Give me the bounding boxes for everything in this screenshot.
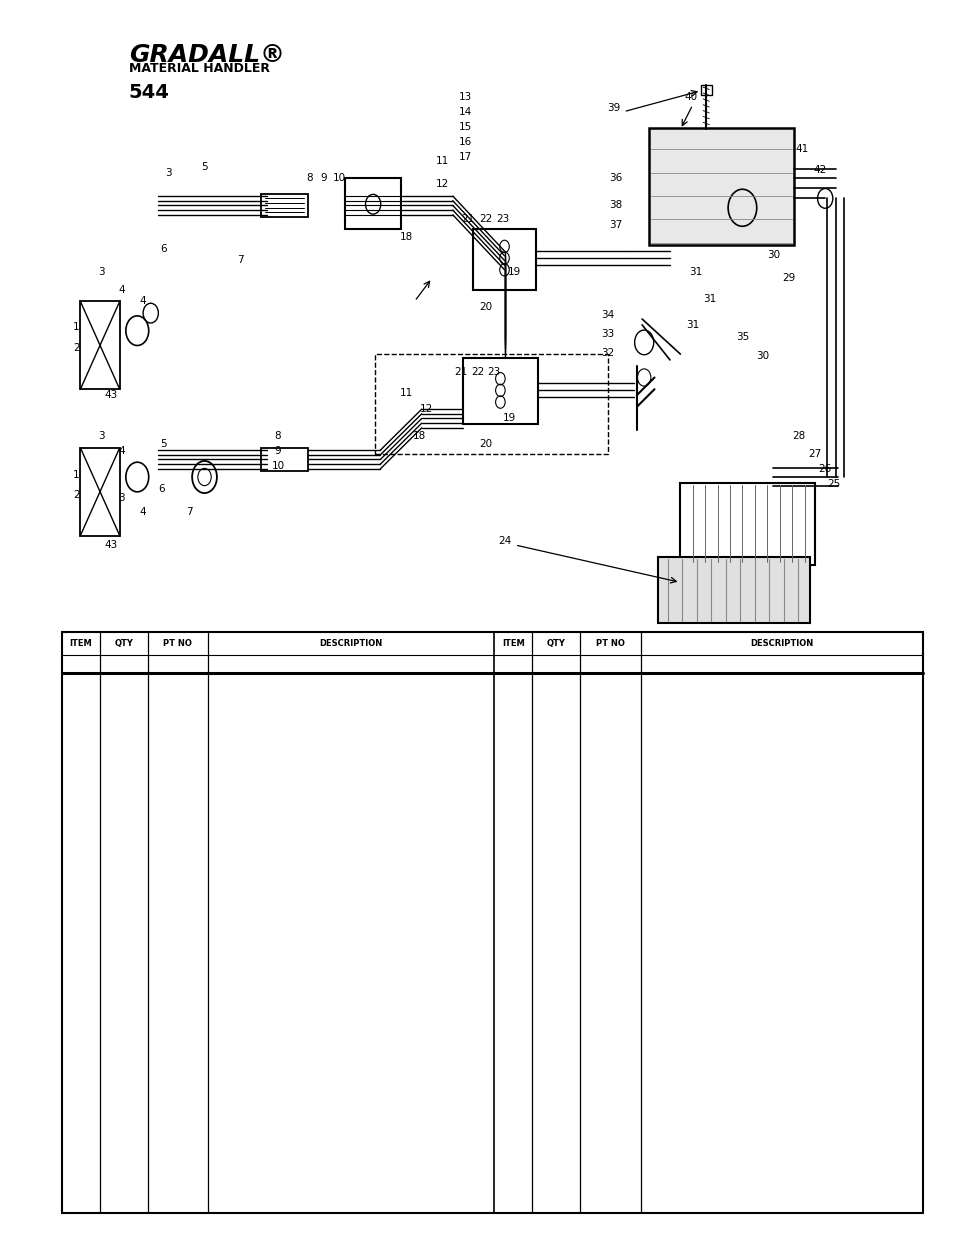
Text: 31: 31 [702,294,715,304]
Text: 8: 8 [307,173,313,184]
Text: 19: 19 [508,267,521,277]
Text: 12: 12 [420,404,433,414]
Text: 5: 5 [201,162,208,172]
Text: 7: 7 [237,256,244,266]
Text: 1: 1 [72,469,79,479]
Text: 40: 40 [683,91,697,101]
Bar [700,85,711,95]
Text: 35: 35 [735,331,748,342]
Text: 9: 9 [274,446,281,456]
Text: 24: 24 [497,536,511,546]
Text: 8: 8 [274,431,281,441]
Text: PT NO: PT NO [163,638,193,648]
Text: 34: 34 [600,310,614,320]
Text: 37: 37 [609,220,622,230]
Bar [649,128,793,246]
Text: 27: 27 [807,448,821,458]
Text: 16: 16 [458,137,472,147]
Text: 3: 3 [97,267,104,277]
Text: 28: 28 [792,431,805,441]
Text: 43: 43 [105,540,118,550]
Text: 2: 2 [72,343,79,353]
Text: 32: 32 [600,348,614,358]
Text: 43: 43 [105,390,118,400]
Text: 1: 1 [72,322,79,332]
Text: QTY: QTY [546,638,565,648]
Text: 41: 41 [795,144,808,154]
Text: DESCRIPTION: DESCRIPTION [750,638,813,648]
Bar [80,301,119,389]
Text: 9: 9 [320,173,327,184]
Text: 22: 22 [471,367,484,377]
Text: 30: 30 [756,352,769,362]
Text: 20: 20 [478,440,492,450]
Text: PT NO: PT NO [596,638,624,648]
Text: 30: 30 [766,249,780,259]
Text: 31: 31 [685,320,699,330]
Text: GRADALL®: GRADALL® [129,43,285,67]
Text: 20: 20 [478,303,492,312]
Text: 18: 18 [399,232,413,242]
Text: 19: 19 [502,414,516,424]
Text: 26: 26 [818,464,831,474]
Text: 4: 4 [139,508,146,517]
Text: 544: 544 [129,83,170,101]
Text: 4: 4 [139,296,146,306]
Bar [679,483,814,564]
Text: 21: 21 [461,215,475,225]
Text: 22: 22 [478,215,492,225]
Text: ITEM: ITEM [70,638,92,648]
Text: ITEM: ITEM [501,638,524,648]
Bar [261,448,308,472]
Bar [473,228,535,290]
Text: 39: 39 [607,104,620,114]
Text: 4: 4 [118,446,125,456]
Text: 23: 23 [487,367,500,377]
Bar [261,194,308,217]
Text: 10: 10 [271,462,284,472]
Text: DESCRIPTION: DESCRIPTION [319,638,382,648]
Bar [345,179,400,228]
Text: 18: 18 [413,431,426,441]
Text: 10: 10 [332,173,345,184]
Bar [375,354,607,453]
Text: 2: 2 [72,489,79,500]
Text: 25: 25 [826,479,840,489]
Text: 11: 11 [399,388,413,398]
Bar [657,557,809,624]
Text: 11: 11 [436,156,449,165]
Text: QTY: QTY [114,638,133,648]
Bar [80,448,119,536]
Text: 29: 29 [781,273,795,283]
Bar [462,358,537,425]
Text: 4: 4 [118,285,125,295]
Text: 17: 17 [458,152,472,163]
Text: 7: 7 [186,508,193,517]
Text: 6: 6 [157,484,164,494]
Text: 14: 14 [458,106,472,117]
Text: 15: 15 [458,122,472,132]
Text: 42: 42 [813,165,826,175]
Text: MATERIAL HANDLER: MATERIAL HANDLER [129,62,270,75]
Text: 3: 3 [165,168,172,178]
Text: 13: 13 [458,91,472,101]
Text: 12: 12 [436,179,449,189]
Bar [62,632,923,1213]
Text: 33: 33 [600,330,614,340]
Text: 3: 3 [118,493,125,503]
Text: 5: 5 [160,440,166,450]
Text: 36: 36 [609,173,622,184]
Text: 38: 38 [609,200,622,210]
Text: 3: 3 [97,431,104,441]
Text: 21: 21 [454,367,467,377]
Text: 31: 31 [689,267,701,277]
Text: 23: 23 [496,215,509,225]
Text: 6: 6 [160,243,166,253]
